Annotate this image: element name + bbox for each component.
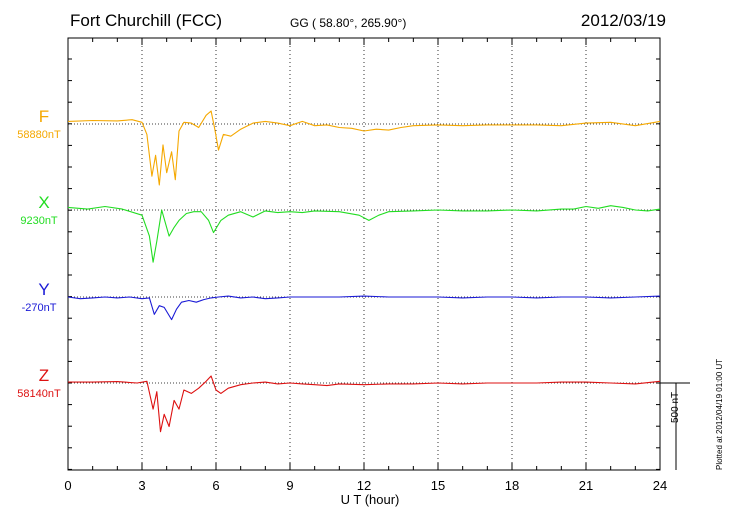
component-name-y: Y: [38, 280, 50, 299]
component-name-x: X: [38, 193, 50, 212]
station-coordinates: GG ( 58.80°, 265.90°): [290, 16, 407, 30]
series-line-x: [67, 205, 661, 263]
x-tick-label: 6: [212, 478, 220, 493]
series-line-f: [67, 110, 661, 186]
scale-bar-label: 500 nT: [670, 391, 681, 423]
component-name-z: Z: [38, 366, 50, 385]
x-axis-label: U T (hour): [340, 492, 400, 507]
component-baseline-z: 58140nT: [17, 388, 61, 400]
x-tick-label: 12: [356, 478, 372, 493]
component-name-f: F: [38, 107, 50, 126]
x-tick-label: 0: [64, 478, 72, 493]
series-line-y: [67, 295, 661, 321]
plotted-timestamp: Plotted at 2012/04/19 01:00 UT: [715, 358, 724, 470]
component-baseline-y: -270nT: [21, 302, 57, 314]
x-tick-label: 3: [138, 478, 146, 493]
x-tick-label: 18: [504, 478, 520, 493]
series-line-z: [68, 375, 661, 433]
x-tick-label: 21: [578, 478, 594, 493]
component-baseline-x: 9230nT: [20, 215, 58, 227]
plot-date: 2012/03/19: [580, 11, 666, 30]
component-baseline-f: 58880nT: [17, 129, 61, 141]
x-tick-label: 24: [652, 478, 668, 493]
x-tick-label: 15: [430, 478, 446, 493]
x-tick-label: 9: [286, 478, 294, 493]
station-title: Fort Churchill (FCC): [70, 11, 223, 30]
